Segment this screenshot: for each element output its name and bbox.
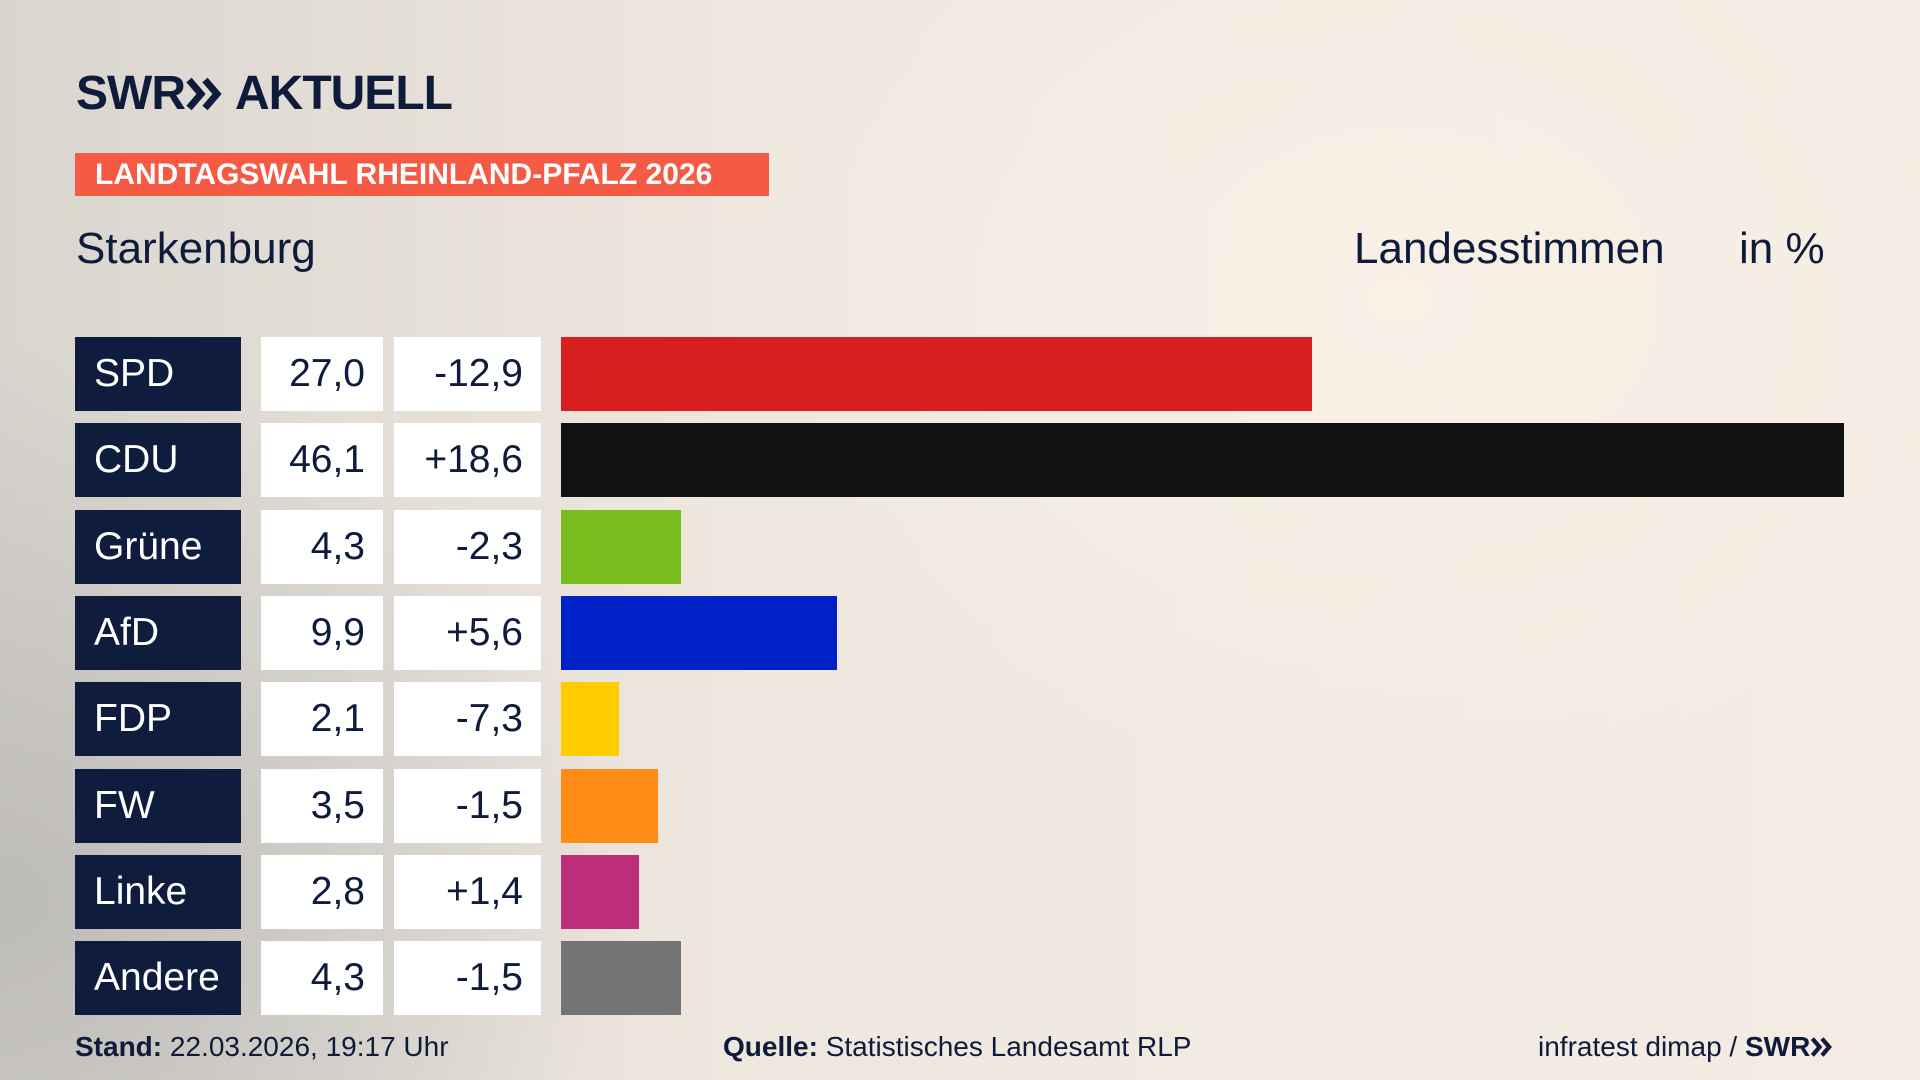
change-label: -2,3 <box>394 509 541 584</box>
stand: Stand: 22.03.2026, 19:17 Uhr <box>75 1030 449 1064</box>
stand-label: Stand: <box>75 1031 163 1062</box>
category-label: Andere <box>75 941 241 1016</box>
bar <box>561 682 620 757</box>
subtitle: Starkenburg <box>76 224 316 273</box>
category-label: Linke <box>75 854 241 929</box>
bar <box>561 595 837 670</box>
bar <box>561 768 659 843</box>
chart-title: LANDTAGSWAHL RHEINLAND-PFALZ 2026 <box>75 153 769 196</box>
category-label: FW <box>75 768 241 843</box>
value-header: Landesstimmen <box>1354 224 1665 273</box>
stand-value: 22.03.2026, 19:17 Uhr <box>169 1031 449 1062</box>
bar <box>561 423 1844 498</box>
logo-text: AKTUELL <box>234 67 453 120</box>
bar <box>561 854 639 929</box>
bar <box>561 509 681 584</box>
value-label: 4,3 <box>261 509 383 584</box>
change-label: +18,6 <box>394 423 541 498</box>
value-label: 4,3 <box>261 941 383 1016</box>
category-label: CDU <box>75 423 241 498</box>
credit-brand: SWR <box>1744 1031 1811 1062</box>
change-label: -12,9 <box>394 337 541 411</box>
change-label: +1,4 <box>394 854 541 929</box>
category-label: AfD <box>75 595 241 670</box>
value-label: 27,0 <box>261 337 383 411</box>
category-label: Grüne <box>75 509 241 584</box>
value-label: 46,1 <box>261 423 383 498</box>
credit-text: infratest dimap / <box>1538 1031 1738 1062</box>
source-value: Statistisches Landesamt RLP <box>825 1031 1192 1062</box>
value-label: 9,9 <box>261 595 383 670</box>
unit: in % <box>1739 224 1825 273</box>
source-label: Quelle: <box>723 1031 818 1062</box>
source: Quelle: Statistisches Landesamt RLP <box>723 1030 1191 1064</box>
category-label: FDP <box>75 682 241 757</box>
bar <box>561 941 681 1016</box>
logo: SWR AKTUELL <box>76 66 453 121</box>
value-label: 3,5 <box>261 768 383 843</box>
change-label: -1,5 <box>394 941 541 1016</box>
credit-chevrons <box>1811 1037 1833 1057</box>
change-label: -7,3 <box>394 682 541 757</box>
logo-chevrons <box>186 77 222 110</box>
change-label: +5,6 <box>394 595 541 670</box>
logo-text: SWR <box>76 67 186 120</box>
category-label: SPD <box>75 337 241 411</box>
value-label: 2,8 <box>261 854 383 929</box>
bar <box>561 337 1313 411</box>
change-label: -1,5 <box>394 768 541 843</box>
credit: infratest dimap / SWR <box>1538 1030 1834 1064</box>
value-label: 2,1 <box>261 682 383 757</box>
